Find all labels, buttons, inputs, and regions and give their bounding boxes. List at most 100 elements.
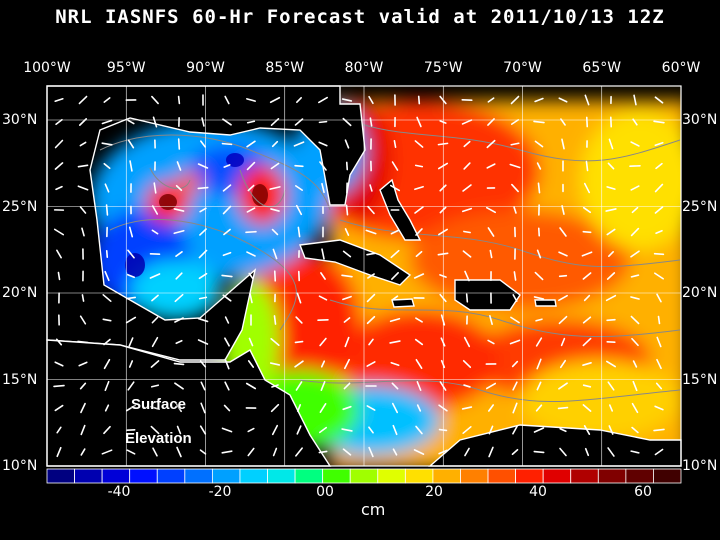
colorbar-swatch xyxy=(46,468,75,484)
current-vector xyxy=(271,384,279,388)
current-vector xyxy=(53,228,65,236)
current-vector xyxy=(414,140,424,148)
current-vector xyxy=(487,404,495,412)
land-north-america xyxy=(46,85,366,361)
current-vector xyxy=(342,250,352,258)
current-vector xyxy=(103,97,111,103)
current-vector xyxy=(57,271,61,281)
current-vector xyxy=(513,206,517,214)
current-vector xyxy=(393,139,397,149)
current-vector xyxy=(293,141,305,147)
current-vector xyxy=(437,142,449,146)
current-vector xyxy=(271,424,279,436)
current-vector xyxy=(176,403,182,413)
current-vector xyxy=(151,229,159,235)
current-vector xyxy=(103,338,111,346)
current-vector xyxy=(175,272,183,280)
current-vector xyxy=(607,447,615,457)
current-vector xyxy=(415,317,423,323)
current-vector xyxy=(270,338,280,346)
current-vector xyxy=(198,272,208,280)
current-vector xyxy=(582,404,592,412)
current-vector xyxy=(533,296,545,300)
current-vector xyxy=(151,294,159,302)
current-vector xyxy=(367,205,375,215)
current-vector xyxy=(128,360,134,368)
lon-label: 80°W xyxy=(344,60,384,76)
current-vector xyxy=(536,358,542,370)
current-vector xyxy=(535,404,543,412)
current-vector xyxy=(581,251,593,257)
current-vector xyxy=(247,427,255,433)
current-vector xyxy=(369,117,373,127)
current-vector xyxy=(391,161,399,171)
current-vector xyxy=(344,139,350,149)
current-vector xyxy=(173,229,185,235)
current-vector xyxy=(415,228,423,236)
current-vector xyxy=(248,272,254,280)
current-vector xyxy=(341,428,353,432)
current-vector xyxy=(559,227,567,237)
current-vector xyxy=(633,94,637,106)
current-vector xyxy=(246,98,256,102)
current-vector xyxy=(462,426,472,434)
current-vector xyxy=(320,381,326,391)
current-vector xyxy=(606,272,616,280)
current-vector xyxy=(101,449,113,455)
current-vector xyxy=(318,295,328,301)
current-vector xyxy=(128,337,134,347)
current-vector xyxy=(439,120,447,124)
current-vector xyxy=(439,184,447,192)
current-vector xyxy=(319,161,327,171)
current-vector xyxy=(391,271,399,281)
current-vector xyxy=(655,229,663,235)
current-vector xyxy=(439,293,447,303)
lat-label-left: 30°N xyxy=(2,112,38,128)
current-vector xyxy=(656,358,662,370)
current-vector xyxy=(223,228,231,236)
lon-label: 90°W xyxy=(186,60,225,76)
current-vector xyxy=(439,274,447,278)
current-vector xyxy=(224,316,230,324)
colorbar-swatch xyxy=(404,468,434,484)
current-vector xyxy=(296,96,302,104)
current-vector xyxy=(438,428,448,432)
current-vector xyxy=(102,294,112,302)
current-vector xyxy=(294,164,304,168)
colorbar-tick-label: 60 xyxy=(634,484,652,500)
colorbar-tick-label: -40 xyxy=(107,484,131,500)
current-vector xyxy=(606,228,616,236)
current-vector xyxy=(318,141,328,147)
current-vector xyxy=(533,120,545,124)
current-vector xyxy=(342,295,352,301)
current-vector xyxy=(318,426,328,434)
current-vector xyxy=(632,380,638,392)
current-vector xyxy=(413,449,425,455)
current-vector xyxy=(55,338,63,346)
current-vector xyxy=(391,402,399,414)
current-vector xyxy=(223,404,231,412)
current-vector xyxy=(246,120,256,124)
current-vector xyxy=(534,271,544,281)
land-puerto-rico xyxy=(534,299,557,307)
current-vector xyxy=(149,273,161,279)
current-vector xyxy=(608,138,614,150)
current-vector xyxy=(488,446,494,458)
land-cuba xyxy=(299,239,412,286)
current-vector xyxy=(103,162,111,170)
current-vector xyxy=(536,381,542,391)
current-vector xyxy=(654,141,664,147)
current-vector xyxy=(246,251,256,257)
current-vector xyxy=(414,338,424,346)
current-vector xyxy=(582,272,592,280)
current-vector xyxy=(294,360,304,368)
current-vector xyxy=(245,230,257,234)
current-vector xyxy=(558,274,568,278)
current-vector xyxy=(129,160,133,172)
current-vector xyxy=(654,183,664,193)
current-vector xyxy=(390,249,400,259)
current-vector xyxy=(320,360,326,368)
current-vector xyxy=(102,318,112,322)
current-vector xyxy=(151,95,159,105)
lat-label-right: 20°N xyxy=(682,285,718,301)
